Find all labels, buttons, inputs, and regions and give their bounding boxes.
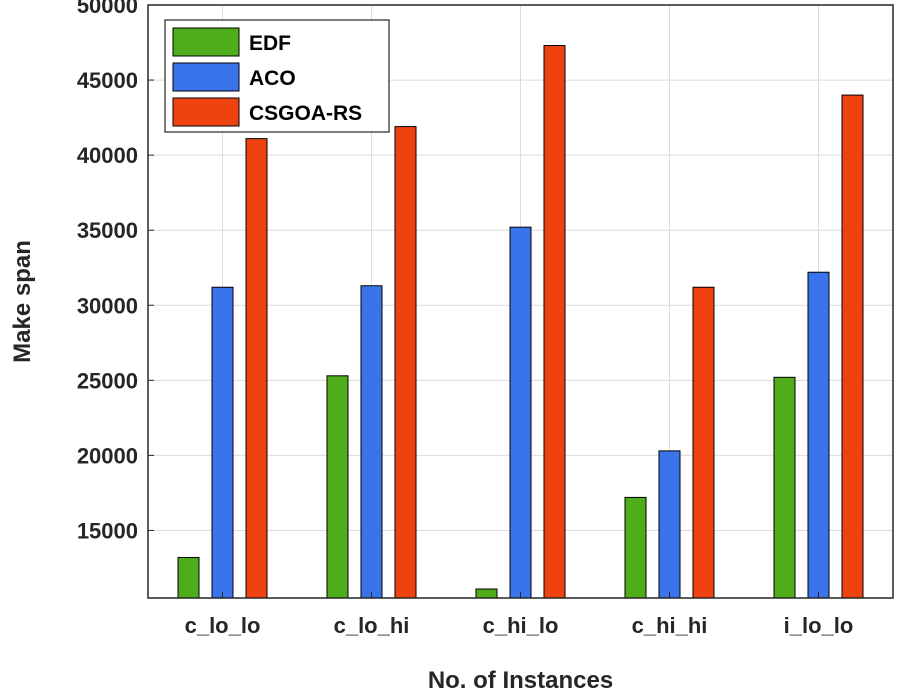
y-tick-label: 30000 bbox=[77, 293, 138, 318]
bar-edf-i-lo-lo bbox=[773, 376, 796, 599]
x-tick-label: c_hi_lo bbox=[483, 613, 559, 638]
bar-edf-c-hi-lo bbox=[475, 588, 498, 599]
bar-edf-c-hi-hi bbox=[624, 496, 647, 599]
y-tick-label: 20000 bbox=[77, 443, 138, 468]
x-tick-label: c_lo_lo bbox=[185, 613, 261, 638]
bar-aco-c-hi-hi bbox=[658, 450, 681, 599]
x-tick-label: c_lo_hi bbox=[334, 613, 410, 638]
y-tick-label: 15000 bbox=[77, 518, 138, 543]
legend: EDF ACO CSGOA-RS bbox=[164, 19, 390, 133]
x-tick-label: c_hi_hi bbox=[632, 613, 708, 638]
bar-aco-c-lo-lo bbox=[211, 286, 234, 599]
y-tick-label: 50000 bbox=[77, 0, 138, 18]
bar-csgoa-rs-c-lo-lo bbox=[245, 138, 268, 599]
legend-label-aco: ACO bbox=[249, 67, 296, 90]
bar-aco-c-hi-lo bbox=[509, 226, 532, 599]
y-axis-ticks: 15000 20000 25000 30000 35000 40000 45000 50000 bbox=[77, 0, 154, 543]
legend-swatch-edf bbox=[172, 27, 240, 57]
legend-label-csgoa-rs: CSGOA-RS bbox=[249, 102, 362, 125]
bar-csgoa-rs-i-lo-lo bbox=[841, 94, 864, 599]
y-tick-label: 25000 bbox=[77, 368, 138, 393]
y-tick-label: 40000 bbox=[77, 143, 138, 168]
y-axis-title: Make span bbox=[9, 240, 36, 363]
bar-csgoa-rs-c-lo-hi bbox=[394, 126, 417, 599]
bars bbox=[177, 45, 864, 599]
bar-aco-c-lo-hi bbox=[360, 285, 383, 599]
x-tick-label: i_lo_lo bbox=[784, 613, 854, 638]
bar-edf-c-lo-hi bbox=[326, 375, 349, 599]
x-axis-ticks: c_lo_lo c_lo_hi c_hi_lo c_hi_hi i_lo_lo bbox=[185, 592, 854, 638]
bar-edf-c-lo-lo bbox=[177, 556, 200, 599]
legend-swatch-aco bbox=[172, 62, 240, 92]
bar-aco-i-lo-lo bbox=[807, 271, 830, 599]
bar-csgoa-rs-c-hi-hi bbox=[692, 286, 715, 599]
bar-csgoa-rs-c-hi-lo bbox=[543, 45, 566, 599]
x-axis-title: No. of Instances bbox=[428, 667, 613, 694]
y-tick-label: 35000 bbox=[77, 218, 138, 243]
y-tick-label: 45000 bbox=[77, 68, 138, 93]
legend-label-edf: EDF bbox=[249, 32, 291, 55]
legend-swatch-csgoa-rs bbox=[172, 97, 240, 127]
